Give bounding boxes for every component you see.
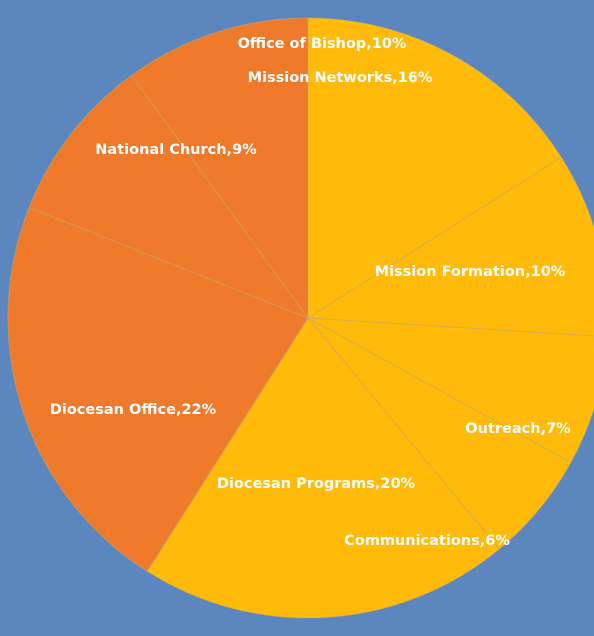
data-label-outreach: Outreach,7% [465, 421, 571, 437]
data-label-mission-networks: Mission Networks,16% [248, 70, 433, 86]
pie-slices [7, 17, 594, 619]
pie-slice-diocesan-office [7, 206, 309, 572]
data-label-office-of-bishop: Office of Bishop,10% [238, 36, 407, 52]
data-label-communications: Communications,6% [344, 533, 510, 549]
data-label-diocesan-programs: Diocesan Programs,20% [217, 476, 416, 492]
pie-labels: Mission Networks,16% Mission Formation,10… [50, 36, 571, 549]
data-label-mission-formation: Mission Formation,10% [375, 264, 566, 280]
pie-slice-mission-networks [307, 17, 562, 319]
data-label-national-church: National Church,9% [95, 142, 257, 158]
pie-slice-national-church [28, 74, 310, 320]
pie-slice-office-of-bishop [130, 17, 309, 320]
data-label-diocesan-office: Diocesan Office,22% [50, 402, 217, 418]
pie-slice-outreach [307, 317, 594, 464]
pie-slice-diocesan-programs [146, 317, 500, 619]
pie-slice-mission-formation [306, 156, 594, 337]
